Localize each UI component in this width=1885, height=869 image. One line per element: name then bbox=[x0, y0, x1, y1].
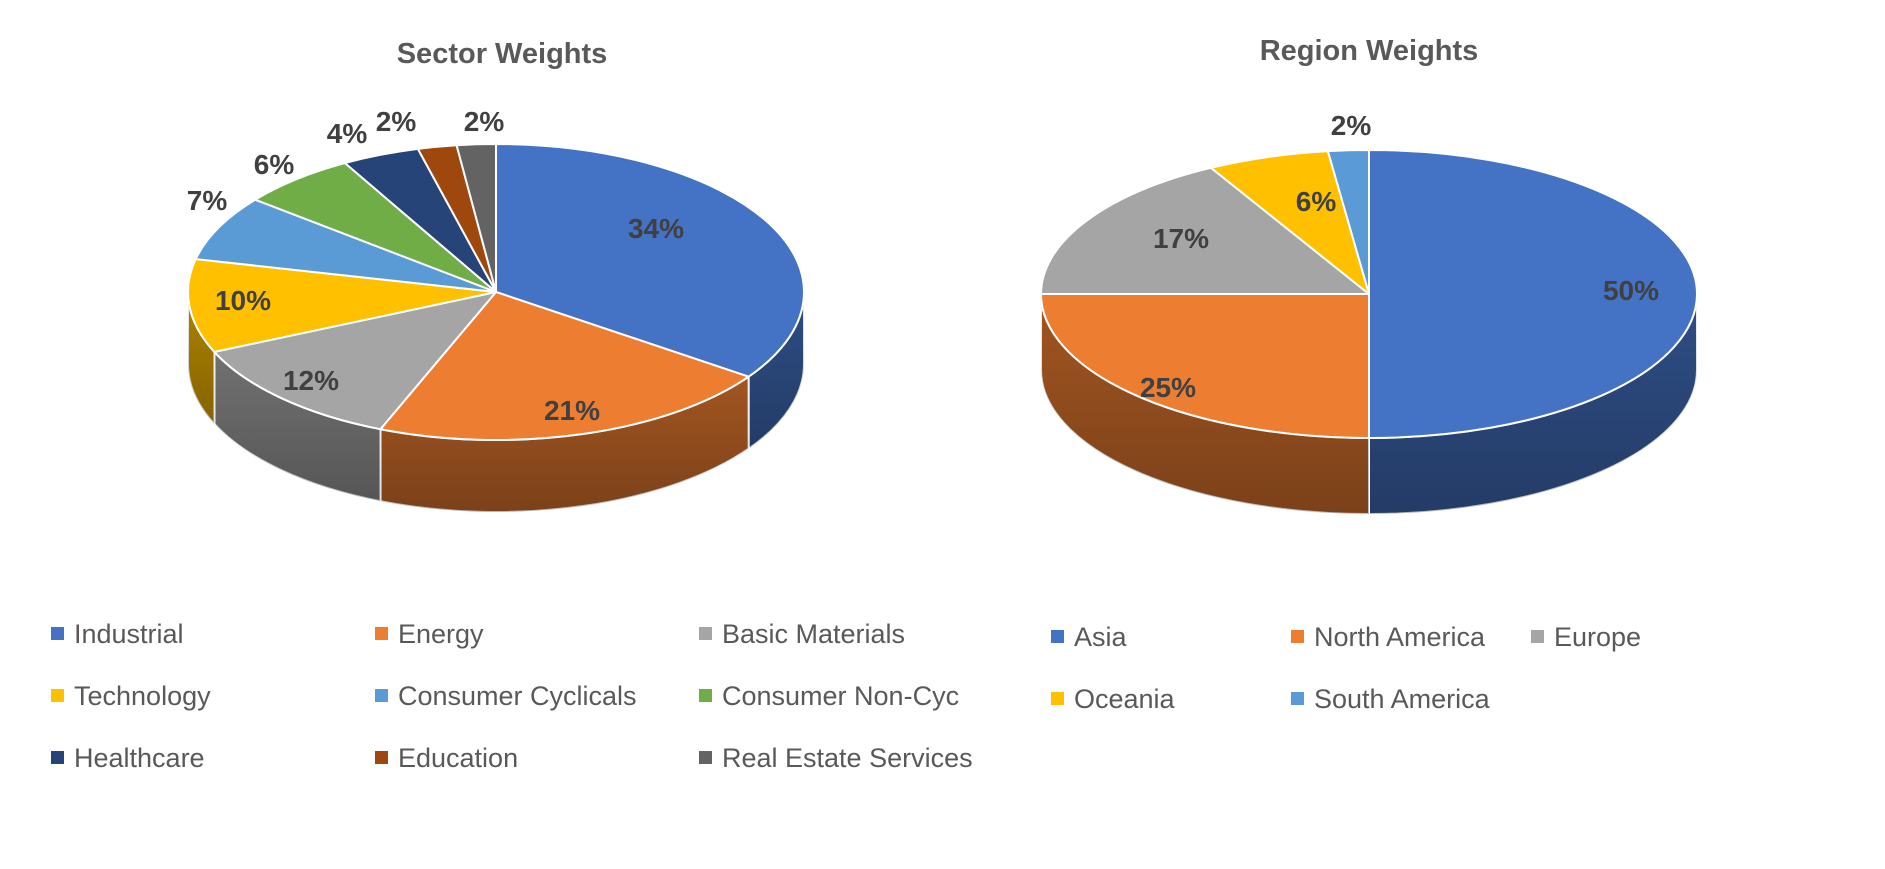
legend-swatch bbox=[1051, 692, 1064, 705]
data-label-education: 2% bbox=[376, 106, 417, 137]
legend-label: Industrial bbox=[74, 619, 184, 649]
legend-item-asia: Asia bbox=[1051, 622, 1128, 652]
slice-energy bbox=[379, 291, 750, 441]
data-label-asia: 50% bbox=[1603, 275, 1659, 306]
legend-swatch bbox=[375, 627, 388, 640]
legend-label: Basic Materials bbox=[722, 619, 905, 649]
data-label-real-estate-services: 2% bbox=[464, 106, 505, 137]
legend-label: Consumer Cyclicals bbox=[398, 681, 637, 711]
slice-real-estate-services bbox=[455, 143, 497, 293]
data-label-healthcare: 4% bbox=[327, 118, 368, 149]
legend-label: Real Estate Services bbox=[722, 743, 973, 773]
slice-side-shade-north-america bbox=[1041, 294, 1369, 514]
slice-side-shade-technology bbox=[188, 292, 215, 424]
slice-consumer-non-cyc bbox=[254, 162, 497, 293]
pie-slices bbox=[1040, 149, 1698, 516]
data-label-oceania: 6% bbox=[1296, 186, 1337, 217]
legend-swatch bbox=[699, 689, 712, 702]
pie-slices bbox=[187, 143, 805, 513]
slice-south-america bbox=[1326, 149, 1370, 295]
slice-side-shade-asia bbox=[1369, 294, 1697, 514]
slice-asia bbox=[1368, 149, 1698, 439]
slice-industrial bbox=[495, 143, 805, 378]
legend-label: Consumer Non-Cyc bbox=[722, 681, 959, 711]
data-label-consumer-cyclicals: 7% bbox=[187, 185, 228, 216]
legend-item-education: Education bbox=[375, 743, 518, 773]
sector-weights-chart: Sector Weights 34% 21% 12% 10% 7% 6% 4% 2% 2% In… bbox=[51, 38, 973, 773]
legend-label: Technology bbox=[74, 681, 211, 711]
slice-europe bbox=[1040, 166, 1370, 295]
legend-item-consumer-cyclicals: Consumer Cyclicals bbox=[375, 681, 637, 711]
legend: Industrial Energy Basic Materials Technolog… bbox=[51, 619, 973, 773]
slice-consumer-cyclicals bbox=[194, 198, 497, 293]
slice-side-shade-basic-materials bbox=[214, 351, 381, 502]
legend-label: Europe bbox=[1554, 622, 1641, 652]
legend-item-energy: Energy bbox=[375, 619, 484, 649]
slice-oceania bbox=[1209, 150, 1370, 295]
slice-side-shade-industrial bbox=[748, 292, 804, 449]
data-label-industrial: 34% bbox=[628, 213, 684, 244]
legend-item-south-america: South America bbox=[1291, 684, 1491, 714]
legend-swatch bbox=[51, 627, 64, 640]
legend-item-oceania: Oceania bbox=[1051, 684, 1176, 714]
data-label-south-america: 2% bbox=[1331, 110, 1372, 141]
legend-label: Education bbox=[398, 743, 518, 773]
region-weights-chart: Region Weights 50% 25% 17% 6% 2% Asia North A… bbox=[1040, 35, 1698, 714]
legend-item-real-estate-services: Real Estate Services bbox=[699, 743, 973, 773]
legend: Asia North America Europe Oceania South Amer… bbox=[1051, 622, 1641, 714]
legend-item-europe: Europe bbox=[1531, 622, 1641, 652]
data-label-north-america: 25% bbox=[1140, 372, 1196, 403]
data-label-energy: 21% bbox=[544, 395, 600, 426]
data-label-consumer-non-cyc: 6% bbox=[254, 149, 295, 180]
legend-label: Asia bbox=[1074, 622, 1128, 652]
slice-technology bbox=[187, 258, 497, 353]
legend-item-healthcare: Healthcare bbox=[51, 743, 205, 773]
legend-swatch bbox=[375, 751, 388, 764]
legend-swatch bbox=[1291, 630, 1304, 643]
legend-label: South America bbox=[1314, 684, 1491, 714]
legend-swatch bbox=[375, 689, 388, 702]
legend-item-technology: Technology bbox=[51, 681, 211, 711]
legend-label: Energy bbox=[398, 619, 484, 649]
slice-basic-materials bbox=[213, 291, 497, 431]
chart-title: Sector Weights bbox=[397, 38, 608, 70]
legend-swatch bbox=[51, 751, 64, 764]
legend-item-industrial: Industrial bbox=[51, 619, 184, 649]
legend-label: Oceania bbox=[1074, 684, 1176, 714]
data-label-basic-materials: 12% bbox=[283, 365, 339, 396]
legend-item-north-america: North America bbox=[1291, 622, 1486, 652]
data-label-technology: 10% bbox=[215, 285, 271, 316]
legend-label: North America bbox=[1314, 622, 1486, 652]
legend-swatch bbox=[699, 627, 712, 640]
legend-swatch bbox=[1531, 630, 1544, 643]
data-labels: 50% 25% 17% 6% 2% bbox=[1140, 110, 1659, 403]
legend-label: Healthcare bbox=[74, 743, 205, 773]
data-label-europe: 17% bbox=[1153, 223, 1209, 254]
legend-item-consumer-non-cyc: Consumer Non-Cyc bbox=[699, 681, 959, 711]
legend-swatch bbox=[1291, 692, 1304, 705]
legend-item-basic-materials: Basic Materials bbox=[699, 619, 905, 649]
slice-side-shade-energy bbox=[380, 376, 749, 512]
legend-swatch bbox=[51, 689, 64, 702]
legend-swatch bbox=[1051, 630, 1064, 643]
slice-north-america bbox=[1040, 293, 1370, 439]
legend-swatch bbox=[699, 751, 712, 764]
data-labels: 34% 21% 12% 10% 7% 6% 4% 2% 2% bbox=[187, 106, 684, 426]
chart-title: Region Weights bbox=[1260, 35, 1479, 67]
